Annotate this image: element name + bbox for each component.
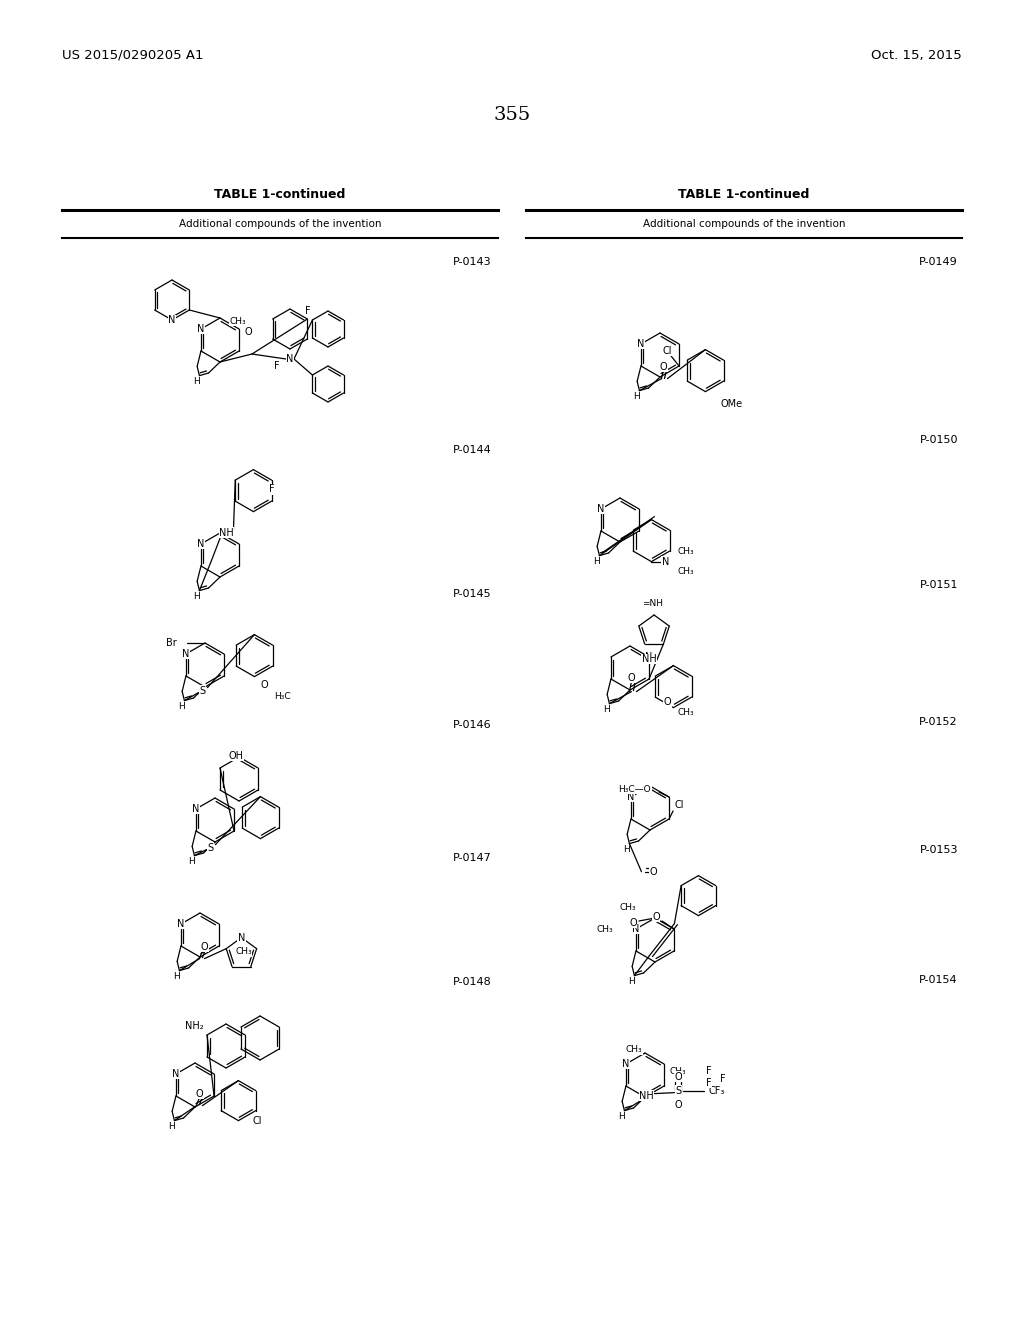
Text: H: H [178,702,184,711]
Text: F: F [304,306,310,315]
Text: H: H [623,845,630,854]
Text: =NH: =NH [642,598,663,607]
Text: O: O [675,1100,682,1110]
Text: CF₃: CF₃ [709,1085,725,1096]
Text: H: H [194,378,200,387]
Text: CH₃: CH₃ [678,568,694,576]
Text: NH: NH [642,653,656,664]
Text: P-0143: P-0143 [454,257,492,267]
Text: H: H [633,392,640,401]
Text: H: H [194,593,200,602]
Text: H: H [173,973,180,981]
Text: N: N [628,792,635,803]
Text: O: O [649,867,657,876]
Text: O: O [629,917,637,928]
Text: 355: 355 [494,106,530,124]
Text: O: O [664,697,671,708]
Text: N: N [198,539,205,549]
Text: P-0146: P-0146 [454,719,492,730]
Text: Cl: Cl [253,1115,262,1126]
Text: S: S [208,842,213,853]
Text: N: N [168,315,176,325]
Text: O: O [261,680,268,689]
Text: H: H [618,1113,625,1121]
Text: P-0153: P-0153 [920,845,958,855]
Text: P-0154: P-0154 [920,975,958,985]
Text: N: N [637,339,645,348]
Text: O: O [652,912,659,921]
Text: N: N [238,933,245,942]
Text: P-0145: P-0145 [454,589,492,599]
Text: N: N [182,649,189,659]
Text: H: H [628,977,635,986]
Text: S: S [676,1085,682,1096]
Text: O: O [244,327,252,337]
Text: N: N [623,1059,630,1069]
Text: F: F [706,1077,712,1088]
Text: Additional compounds of the invention: Additional compounds of the invention [643,219,845,228]
Text: P-0152: P-0152 [920,717,958,727]
Text: P-0149: P-0149 [920,257,958,267]
Text: Additional compounds of the invention: Additional compounds of the invention [179,219,381,228]
Text: CH₃: CH₃ [669,1068,686,1077]
Text: N: N [597,504,604,513]
Text: P-0150: P-0150 [920,436,958,445]
Text: Br: Br [166,638,177,648]
Text: OMe: OMe [721,399,742,409]
Text: O: O [196,1089,203,1098]
Text: CH₃: CH₃ [620,903,636,912]
Text: CH₃: CH₃ [626,1045,642,1055]
Text: CH₃: CH₃ [677,708,694,717]
Text: CH₃: CH₃ [229,317,247,326]
Text: F: F [706,1065,712,1076]
Text: F: F [720,1073,725,1084]
Text: N: N [662,557,669,566]
Text: H: H [188,857,195,866]
Text: CH₃: CH₃ [236,948,252,956]
Text: O: O [201,941,208,952]
Text: P-0148: P-0148 [454,977,492,987]
Text: H: H [168,1122,175,1131]
Text: F: F [274,360,280,371]
Text: TABLE 1-continued: TABLE 1-continued [214,189,346,202]
Text: N: N [193,804,200,814]
Text: NH₂: NH₂ [185,1020,204,1031]
Text: H: H [603,705,610,714]
Text: P-0144: P-0144 [454,445,492,455]
Text: H₃C: H₃C [274,692,291,701]
Text: Cl: Cl [674,800,684,810]
Text: N: N [198,323,205,334]
Text: N: N [177,919,184,929]
Text: N: N [287,354,294,364]
Text: TABLE 1-continued: TABLE 1-continued [678,189,810,202]
Text: US 2015/0290205 A1: US 2015/0290205 A1 [62,49,204,62]
Text: F: F [269,484,274,494]
Text: NH: NH [639,1090,653,1101]
Text: O: O [628,673,635,682]
Text: H₃C—O: H₃C—O [618,784,651,793]
Text: O: O [675,1072,682,1081]
Text: O: O [659,362,668,372]
Text: N: N [632,924,640,935]
Text: N: N [172,1069,179,1078]
Text: OH: OH [228,751,243,762]
Text: NH: NH [219,528,233,537]
Text: P-0151: P-0151 [920,579,958,590]
Text: H: H [593,557,600,566]
Text: CH₃: CH₃ [596,925,613,935]
Text: S: S [200,685,206,696]
Text: N: N [645,652,652,663]
Text: Cl: Cl [663,346,672,356]
Text: Oct. 15, 2015: Oct. 15, 2015 [871,49,962,62]
Text: CH₃: CH₃ [678,546,694,556]
Text: P-0147: P-0147 [454,853,492,863]
